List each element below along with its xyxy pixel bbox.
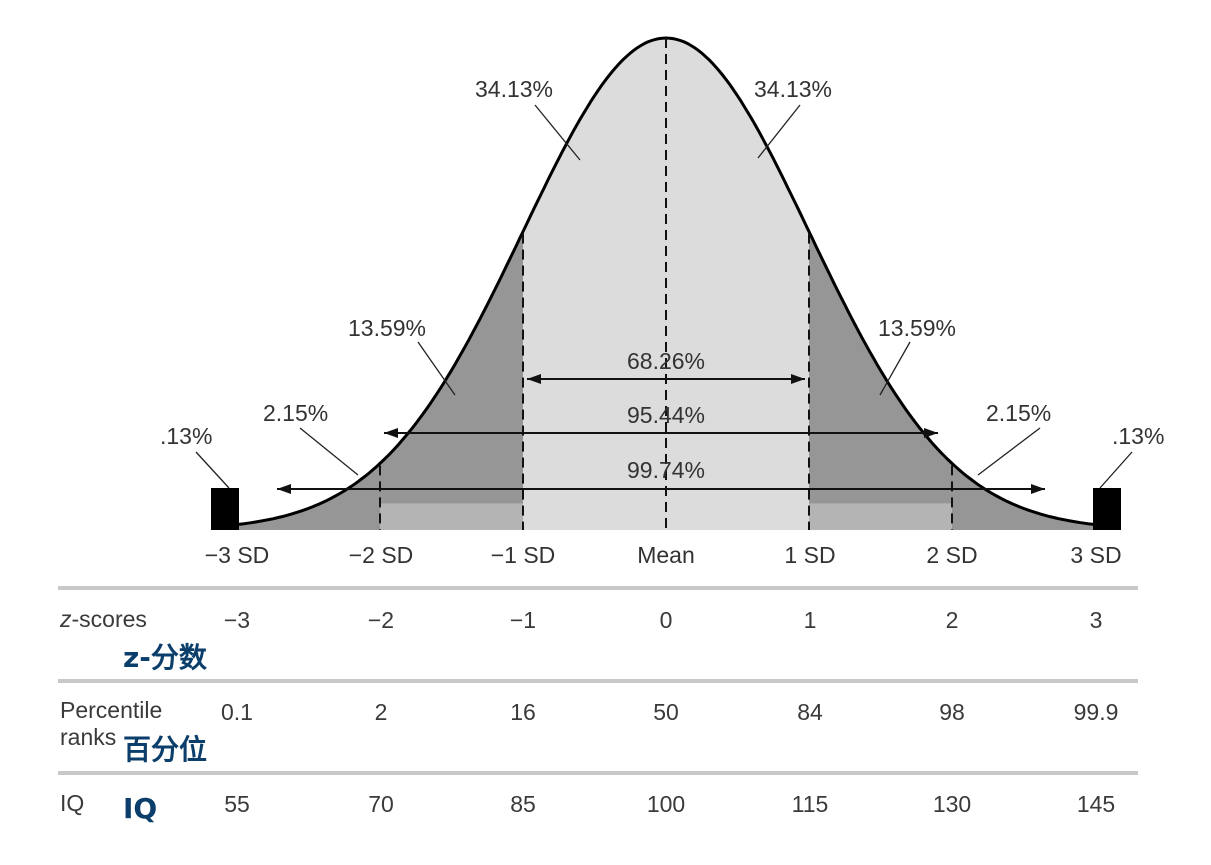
area-label-center-right: 34.13% — [754, 76, 832, 102]
iq-cell: 70 — [368, 791, 394, 817]
iq-cell: 55 — [224, 791, 250, 817]
sd-label-mean: Mean — [637, 542, 695, 568]
span-label-2sd: 95.44% — [627, 402, 705, 428]
iq-label: IQ — [60, 790, 85, 816]
zscore-cell: 2 — [945, 607, 959, 633]
region-outer-left — [237, 463, 380, 530]
leader-line — [534, 104, 581, 161]
area-label-mid-left: 13.59% — [348, 315, 426, 341]
zscore-cell: 1 — [803, 607, 817, 633]
leader-line — [977, 427, 1041, 476]
area-label-outer-left: 2.15% — [263, 400, 328, 426]
zscores-label-cn: z-分数 — [123, 641, 207, 674]
arrow-68 — [527, 374, 805, 384]
area-label-tail-left: .13% — [160, 423, 212, 449]
table-rule-mid1 — [58, 679, 1138, 683]
zscore-cell: −1 — [509, 607, 537, 633]
iq-cell: 130 — [932, 791, 972, 817]
percentile-cell: 0.1 — [221, 699, 253, 725]
leader-line — [417, 341, 456, 396]
tail-right-block — [1093, 488, 1121, 530]
sd-label-plus3: 3 SD — [1070, 542, 1121, 568]
area-label-tail-right: .13% — [1112, 423, 1164, 449]
iq-cell: 85 — [510, 791, 536, 817]
zscore-cell: 3 — [1089, 607, 1103, 633]
region-outer-right — [952, 463, 1095, 530]
percentile-label-line1: Percentile — [60, 697, 163, 723]
leader-line — [195, 451, 230, 489]
zscore-cell: 0 — [659, 607, 673, 633]
leader-line — [299, 427, 359, 476]
zscores-label: z-scores — [60, 606, 147, 632]
percentile-cell: 16 — [510, 699, 536, 725]
span-label-3sd: 99.74% — [627, 457, 705, 483]
band-left — [380, 503, 523, 530]
area-label-center-left: 34.13% — [475, 76, 553, 102]
leader-line — [757, 104, 801, 159]
iq-cell: 115 — [791, 791, 829, 817]
table-rule-top — [58, 586, 1138, 590]
zscore-cell: −2 — [367, 607, 395, 633]
zscore-cell: −3 — [223, 607, 251, 633]
iq-label-cn: IQ — [123, 792, 158, 825]
percentile-cell: 84 — [797, 699, 823, 725]
area-label-outer-right: 2.15% — [986, 400, 1051, 426]
percentile-cell: 50 — [653, 699, 679, 725]
table-rule-mid2 — [58, 771, 1138, 775]
percentile-label: Percentile ranks — [60, 697, 162, 751]
sd-label-plus2: 2 SD — [926, 542, 977, 568]
leader-line — [879, 341, 911, 396]
sd-label-minus1: −1 SD — [491, 542, 556, 568]
sd-label-minus3: −3 SD — [205, 542, 270, 568]
sd-label-plus1: 1 SD — [784, 542, 835, 568]
leader-line — [1099, 451, 1133, 489]
percentile-cell: 99.9 — [1073, 699, 1119, 725]
arrow-99 — [277, 484, 1045, 494]
tail-left-block — [211, 488, 239, 530]
percentile-label-cn: 百分位 — [123, 728, 208, 768]
normal-distribution-diagram: 34.13% 34.13% 13.59% 13.59% 2.15% 2.15% … — [160, 36, 1164, 568]
sd-label-minus2: −2 SD — [349, 542, 414, 568]
area-label-mid-right: 13.59% — [878, 315, 956, 341]
iq-cell: 100 — [646, 791, 686, 817]
iq-cell: 145 — [1076, 791, 1116, 817]
percentile-cell: 2 — [374, 699, 388, 725]
band-right — [809, 503, 952, 530]
percentile-cell: 98 — [939, 699, 965, 725]
span-label-1sd: 68.26% — [627, 348, 705, 374]
percentile-label-line2: ranks — [60, 724, 117, 750]
arrow-95 — [384, 428, 938, 438]
